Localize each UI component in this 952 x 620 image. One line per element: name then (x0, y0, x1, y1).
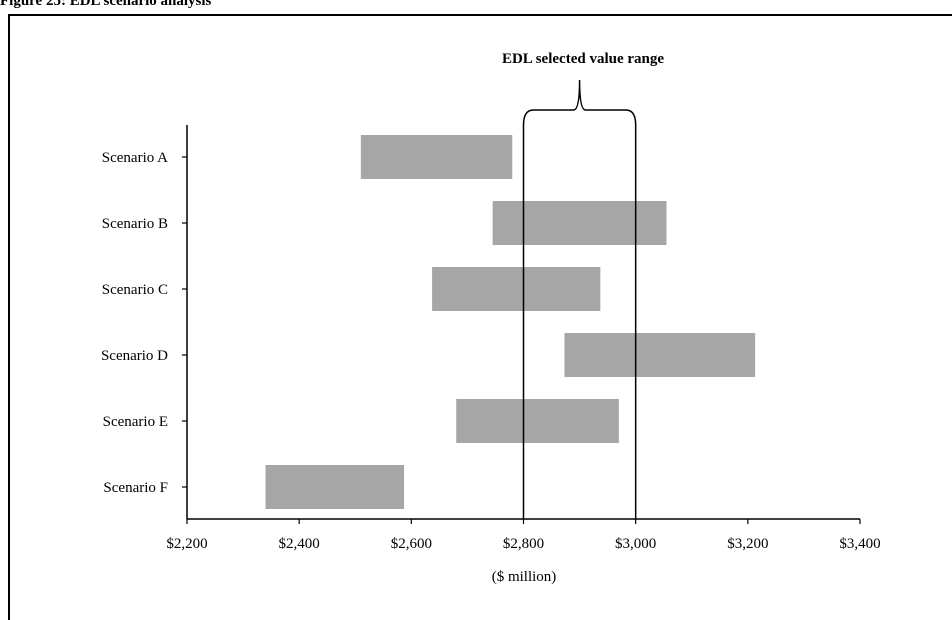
chart-frame (8, 14, 952, 620)
range-bar (265, 465, 405, 509)
category-label: Scenario E (103, 414, 168, 430)
range-bar (564, 333, 756, 377)
category-label: Scenario C (102, 282, 168, 298)
range-bar (360, 135, 513, 179)
range-bar (492, 201, 667, 245)
category-label: Scenario B (102, 216, 168, 232)
x-tick-label: $2,600 (391, 536, 432, 552)
x-tick-label: $2,800 (503, 536, 544, 552)
figure-title: Figure 25: EDL scenario analysis (0, 0, 212, 9)
x-tick-label: $2,400 (279, 536, 320, 552)
x-tick-label: $3,000 (615, 536, 656, 552)
category-label: Scenario D (101, 348, 168, 364)
x-axis-label: ($ million) (492, 569, 557, 585)
selected-range-brace (522, 79, 637, 126)
category-label: Scenario A (102, 150, 168, 166)
range-bar (432, 267, 601, 311)
range-bar (456, 399, 619, 443)
x-tick-label: $3,200 (727, 536, 768, 552)
category-label: Scenario F (103, 480, 168, 496)
selected-range-label: EDL selected value range (502, 51, 664, 67)
x-tick-label: $3,400 (839, 536, 880, 552)
x-tick-label: $2,200 (166, 536, 207, 552)
